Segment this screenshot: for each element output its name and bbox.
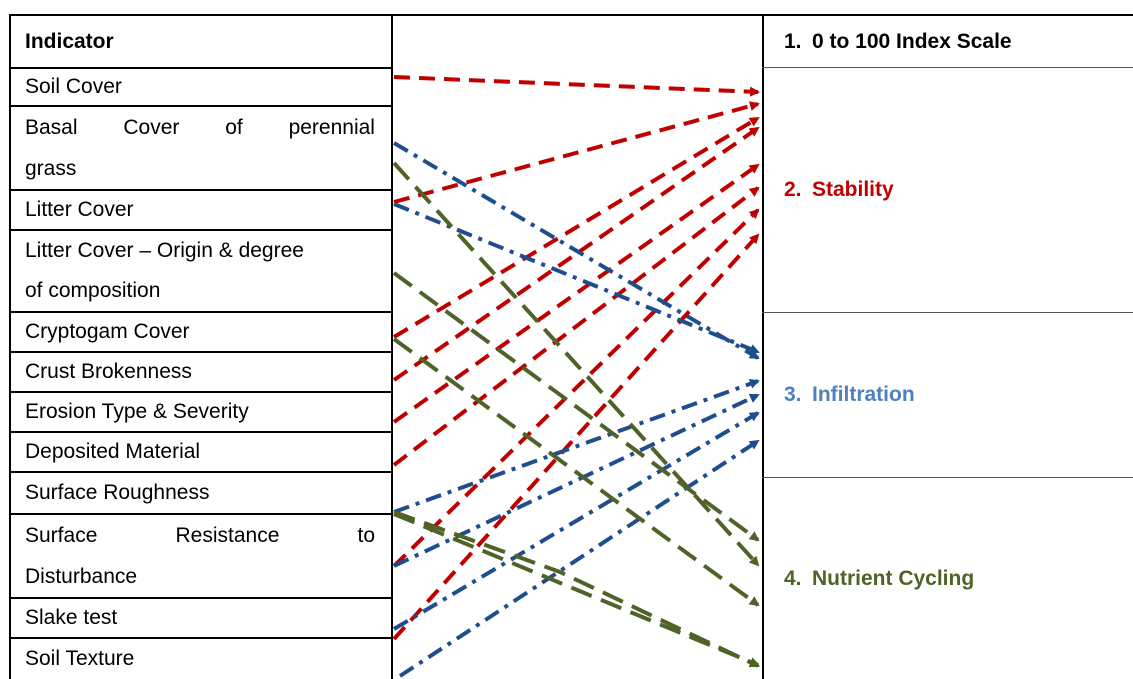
indicator-header: Indicator: [25, 29, 114, 53]
outcome-column-left-border: [762, 14, 764, 679]
arrow-litter-cover-to-stability: [393, 101, 760, 204]
indicator-label: Soil Texture: [25, 647, 135, 670]
row-divider: [9, 351, 393, 353]
indicator-word: to: [357, 524, 375, 547]
outcome-stability: 2. Stability: [764, 68, 1133, 312]
arrow-basal-to-nutrient: [392, 161, 760, 567]
outcome-header-bottom-border: [762, 67, 1133, 68]
indicator-deposited-material: Deposited Material: [11, 433, 391, 471]
outcome-label: Stability: [812, 178, 894, 201]
arrow-texture-to-infiltration: [398, 439, 760, 678]
indicator-label: grass: [25, 157, 77, 180]
indicator-basal-cover-line2: grass: [11, 149, 391, 189]
arrow-slake-to-infiltration: [392, 411, 760, 631]
indicator-word: Cover: [123, 116, 180, 139]
outcome-label: 0 to 100 Index Scale: [812, 29, 1012, 53]
row-divider: [9, 597, 393, 599]
arrow-roughness-to-infiltration: [393, 379, 760, 514]
indicator-surface-roughness: Surface Roughness: [11, 473, 391, 513]
outcome-label: Infiltration: [812, 383, 915, 406]
outcome-label: Nutrient Cycling: [812, 566, 975, 590]
arrow-basal-to-infiltration: [392, 141, 760, 360]
outcome-infiltration: 3. Infiltration: [764, 313, 1133, 477]
arrow-deposited-to-stability: [392, 186, 760, 467]
arrow-crust-to-stability: [392, 126, 760, 382]
arrow-slake-to-stability: [392, 233, 760, 641]
table-top-border: [9, 14, 1133, 16]
indicator-surface-resistance-line1: Surface Resistance to: [11, 515, 391, 557]
indicator-label: Surface Roughness: [25, 481, 210, 504]
indicator-label: of composition: [25, 279, 161, 302]
outcome-index-scale: 1. 0 to 100 Index Scale: [764, 16, 1133, 67]
indicator-label: Deposited Material: [25, 440, 201, 463]
indicator-word: Surface: [25, 524, 98, 547]
row-divider: [9, 637, 393, 639]
arrow-cryptogam-to-nutrient: [392, 337, 760, 607]
indicator-word: Basal: [25, 116, 78, 139]
row-divider: [9, 229, 393, 231]
indicator-label: Soil Cover: [25, 75, 122, 98]
indicator-word: perennial: [288, 116, 375, 139]
row-divider: [9, 431, 393, 433]
indicator-label: Slake test: [25, 606, 118, 629]
indicator-word: Resistance: [175, 524, 280, 547]
indicator-label: Cryptogam Cover: [25, 320, 190, 343]
indicator-label: Crust Brokenness: [25, 360, 192, 383]
arrow-resistance-to-infiltration: [393, 393, 760, 568]
indicator-slake-test: Slake test: [11, 599, 391, 637]
arrow-litter-origin-to-nutrient: [392, 271, 760, 542]
indicator-word: of: [225, 116, 243, 139]
indicator-label: Disturbance: [25, 565, 138, 588]
row-divider: [9, 189, 393, 191]
indicator-erosion-type: Erosion Type & Severity: [11, 393, 391, 431]
indicator-litter-origin-line2: of composition: [11, 271, 391, 311]
outcome-number: 2.: [784, 178, 802, 201]
arrow-resistance-to-stability: [392, 208, 760, 568]
row-divider: [9, 391, 393, 393]
outcome-divider-3-4: [762, 477, 1133, 478]
outcome-number: 3.: [784, 383, 802, 406]
row-divider: [9, 513, 393, 515]
indicator-litter-cover: Litter Cover: [11, 191, 391, 229]
arrow-cryptogam-to-stability: [392, 116, 760, 339]
indicator-label: Litter Cover – Origin & degree: [25, 239, 304, 262]
arrow-litter-to-infiltration: [393, 202, 760, 354]
outcome-nutrient-cycling: 4. Nutrient Cycling: [764, 478, 1133, 679]
indicator-crust-brokenness: Crust Brokenness: [11, 353, 391, 391]
indicator-header-bottom-border: [9, 67, 393, 69]
indicator-column-right-border: [391, 14, 393, 679]
row-divider: [9, 471, 393, 473]
outcome-number: 1.: [784, 29, 802, 53]
indicator-soil-cover: Soil Cover: [11, 69, 391, 105]
indicator-cryptogam-cover: Cryptogam Cover: [11, 313, 391, 351]
outcome-divider-2-3: [762, 312, 1133, 313]
indicator-surface-resistance-line2: Disturbance: [11, 557, 391, 597]
arrow-roughness-to-nutrient-2: [393, 512, 760, 667]
row-divider: [9, 311, 393, 313]
indicator-soil-texture: Soil Texture: [11, 639, 391, 679]
indicator-label: Erosion Type & Severity: [25, 400, 249, 423]
row-divider: [9, 105, 393, 107]
indicator-column-left-border: [9, 14, 11, 679]
indicator-basal-cover-line1: Basal Cover of perennial: [11, 107, 391, 149]
indicator-label: Litter Cover: [25, 198, 134, 221]
arrow-soil-cover-to-stability: [393, 75, 760, 97]
indicator-litter-origin-line1: Litter Cover – Origin & degree: [11, 231, 391, 271]
outcome-number: 4.: [784, 566, 802, 590]
arrow-roughness-to-nutrient-1: [393, 510, 760, 668]
